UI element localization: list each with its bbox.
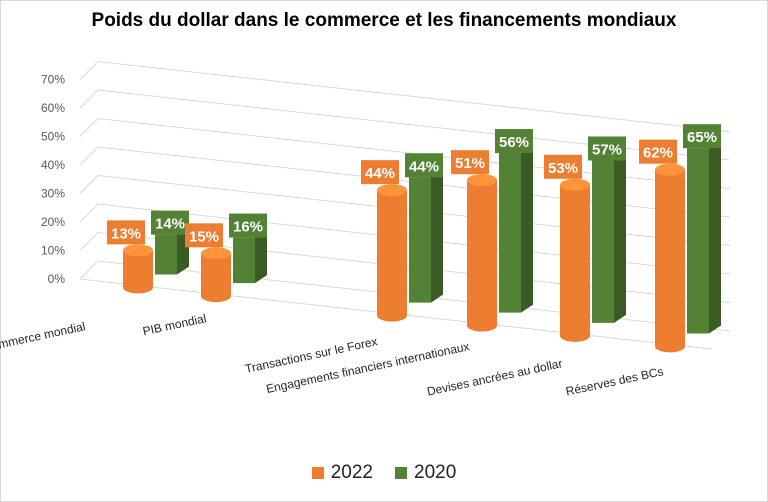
data-label-2020: 56%: [499, 134, 529, 151]
bar-2020: [233, 237, 255, 284]
gridline: [79, 89, 731, 161]
bar-2020-side: [709, 140, 721, 334]
bar-2022: [467, 180, 497, 332]
data-label-2020: 65%: [687, 129, 717, 146]
legend-label-2020: 2020: [414, 462, 457, 483]
y-tick-label: 50%: [41, 130, 65, 144]
bar-2022-top: [467, 174, 497, 187]
data-label-2022-box: [107, 220, 145, 245]
data-label-2022-box: [361, 160, 399, 185]
bar-2020-side: [431, 169, 443, 303]
bar-2020-side: [255, 229, 267, 284]
gridline: [79, 60, 731, 132]
data-label-2022: 51%: [455, 155, 485, 172]
legend-item-2022: 2022: [311, 462, 373, 484]
data-label-2020: 14%: [155, 216, 185, 233]
y-tick-label: 20%: [41, 215, 65, 229]
bar-2022: [655, 169, 685, 353]
data-label-2020-box: [151, 210, 189, 235]
bar-2022: [123, 250, 153, 294]
bar-2022: [560, 184, 590, 342]
data-label-2020-box: [229, 213, 267, 238]
x-tick-label-devises-ancrees-au-dollar: Devises ancrées au dollar: [426, 356, 564, 398]
bar-2022-top: [655, 163, 685, 176]
y-tick-label: 70%: [41, 73, 65, 87]
data-label-2022: 13%: [111, 225, 141, 242]
data-label-2020-box: [495, 129, 533, 154]
data-label-2022-box: [639, 139, 677, 164]
data-label-2020: 44%: [409, 158, 439, 175]
y-tick-label: 0%: [48, 272, 66, 286]
data-label-2022: 62%: [643, 145, 673, 162]
data-label-2022: 15%: [189, 228, 219, 245]
bar-2022-top: [377, 184, 407, 197]
bar-2020: [592, 160, 614, 323]
data-label-2022: 53%: [548, 160, 578, 177]
x-tick-label-commerce-mondial: Commerce mondial: [0, 319, 87, 354]
bar-2022: [201, 253, 231, 303]
data-label-2020-box: [683, 124, 721, 149]
data-label-2020-box: [405, 153, 443, 178]
x-tick-label-pib-mondial: PIB mondial: [141, 311, 207, 338]
data-label-2022-box: [544, 154, 582, 179]
data-label-2020-box: [588, 136, 626, 161]
legend-item-2020: 2020: [395, 462, 456, 484]
y-tick-label: 40%: [41, 158, 65, 172]
bar-2020: [499, 153, 521, 313]
bar-2020: [155, 234, 177, 275]
data-label-2020: 16%: [233, 219, 263, 236]
chart-legend: 2022 2020: [0, 462, 768, 484]
legend-swatch-2022: [311, 467, 324, 479]
bar-2022-top: [123, 244, 153, 257]
chart-title: Poids du dollar dans le commerce et les …: [91, 10, 677, 31]
x-tick-label-reserves-des-bcs: Réserves des BCs: [565, 364, 665, 398]
data-label-2022-box: [185, 223, 223, 248]
bar-2020: [687, 148, 709, 334]
legend-swatch-2020: [395, 467, 407, 479]
y-tick-label: 30%: [41, 187, 65, 201]
bar-2020: [409, 177, 431, 303]
y-tick-label: 60%: [41, 101, 65, 115]
bar-2022-top: [560, 178, 590, 191]
data-label-2022: 44%: [365, 165, 395, 182]
bar-2020-side: [614, 152, 626, 323]
bar-2022: [377, 190, 407, 322]
bar-2020-side: [521, 145, 533, 313]
data-label-2020: 57%: [592, 141, 622, 158]
bar-2022-top: [201, 247, 231, 260]
data-label-2022-box: [451, 150, 489, 175]
y-tick-label: 10%: [41, 244, 65, 258]
legend-label-2022: 2022: [330, 462, 373, 483]
